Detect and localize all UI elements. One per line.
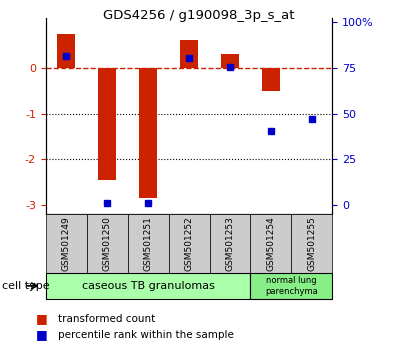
- Text: caseous TB granulomas: caseous TB granulomas: [82, 281, 215, 291]
- Text: GSM501250: GSM501250: [103, 216, 112, 271]
- Text: GSM501251: GSM501251: [144, 216, 152, 271]
- Text: ■: ■: [36, 312, 48, 325]
- Text: GSM501253: GSM501253: [226, 216, 234, 271]
- Text: GSM501254: GSM501254: [266, 216, 275, 271]
- Text: transformed count: transformed count: [58, 314, 155, 324]
- Bar: [98, 68, 116, 180]
- Text: GSM501255: GSM501255: [307, 216, 316, 271]
- Text: GSM501252: GSM501252: [185, 216, 193, 271]
- Bar: [139, 68, 157, 198]
- Text: GSM501249: GSM501249: [62, 216, 71, 271]
- Bar: [180, 40, 198, 68]
- Text: normal lung
parenchyma: normal lung parenchyma: [265, 276, 318, 296]
- Bar: [57, 34, 76, 68]
- Bar: [262, 68, 280, 91]
- Text: ■: ■: [36, 328, 48, 341]
- Text: GDS4256 / g190098_3p_s_at: GDS4256 / g190098_3p_s_at: [103, 9, 295, 22]
- Text: cell type: cell type: [2, 281, 50, 291]
- Bar: [221, 54, 239, 68]
- Text: percentile rank within the sample: percentile rank within the sample: [58, 330, 234, 339]
